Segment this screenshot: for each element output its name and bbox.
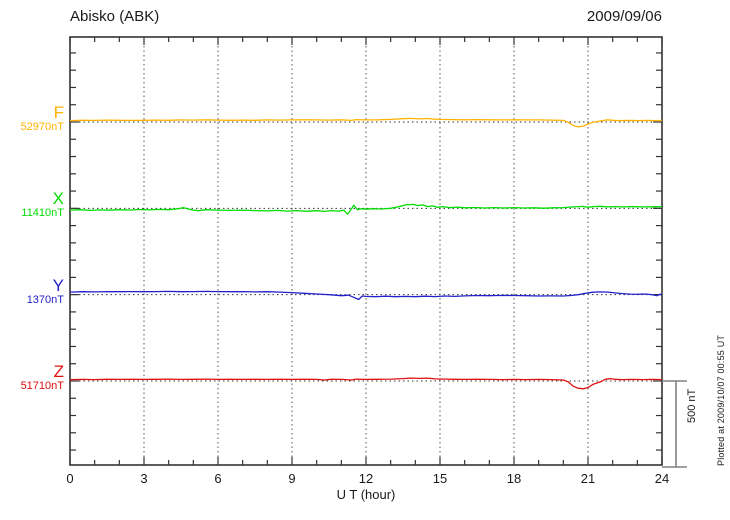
trace-F — [69, 117, 663, 128]
trace-Y — [69, 290, 663, 301]
trace-label-F: F 52970nT — [2, 104, 64, 133]
trace-baseline-value-F: 52970nT — [20, 120, 64, 133]
x-tick-label-24: 24 — [654, 471, 670, 486]
x-tick-label-15: 15 — [432, 471, 448, 486]
trace-label-Z: Z 51710nT — [2, 363, 64, 392]
plot-date: 2009/09/06 — [586, 8, 662, 25]
x-axis-title: U T (hour) — [336, 487, 396, 502]
x-tick-label-3: 3 — [140, 471, 148, 486]
trace-baseline-value-Z: 51710nT — [20, 379, 64, 392]
trace-letter-X: X — [52, 189, 64, 209]
trace-letter-F: F — [53, 103, 64, 122]
trace-label-X: X 11410nT — [2, 190, 64, 219]
trace-letter-Z: Z — [53, 361, 64, 381]
plotted-at-note: Plotted at 2009/10/07 00:55 UT — [716, 334, 726, 466]
x-tick-label-0: 0 — [66, 471, 74, 486]
scale-bar-label: 500 nT — [686, 388, 698, 423]
trace-X — [69, 203, 663, 215]
x-tick-label-21: 21 — [580, 471, 596, 486]
x-tick-label-18: 18 — [506, 471, 522, 486]
x-tick-label-12: 12 — [358, 471, 374, 486]
station-title: Abisko (ABK) — [70, 8, 160, 25]
x-tick-label-6: 6 — [214, 471, 222, 486]
trace-Z — [69, 377, 663, 390]
trace-letter-Y: Y — [52, 275, 64, 295]
x-tick-label-9: 9 — [288, 471, 296, 486]
trace-baseline-value-X: 11410nT — [21, 207, 64, 220]
trace-baseline-value-Y: 1370nT — [26, 293, 64, 306]
trace-label-Y: Y 1370nT — [2, 275, 64, 306]
